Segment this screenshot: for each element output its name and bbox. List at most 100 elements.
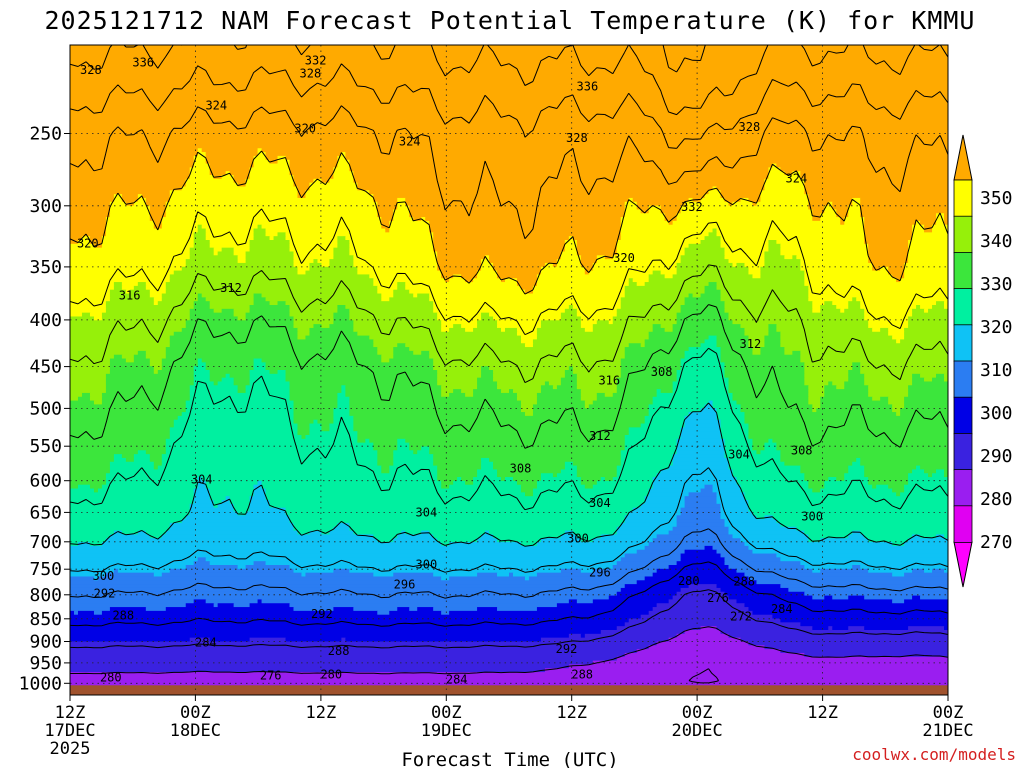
- theta-cell: [852, 366, 861, 371]
- theta-cell: [648, 542, 746, 547]
- theta-cell: [189, 511, 239, 516]
- theta-cell: [305, 194, 374, 199]
- theta-cell: [808, 484, 825, 490]
- theta-cell: [804, 652, 948, 658]
- theta-cell: [840, 308, 845, 314]
- theta-cell: [349, 247, 434, 253]
- theta-cell: [297, 431, 311, 436]
- theta-cell: [660, 270, 678, 276]
- theta-cell: [389, 228, 430, 233]
- theta-cell: [165, 213, 378, 218]
- theta-cell: [161, 461, 378, 467]
- theta-cell: [724, 255, 766, 260]
- theta-cell: [624, 519, 678, 524]
- theta-cell: [556, 385, 578, 390]
- theta-cell: [848, 305, 861, 310]
- theta-cell: [70, 209, 111, 214]
- theta-cell: [473, 477, 502, 482]
- theta-cell: [489, 530, 566, 536]
- theta-cell: [489, 457, 622, 463]
- theta-cell: [936, 217, 945, 222]
- theta-cell: [389, 358, 434, 363]
- theta-cell: [437, 251, 562, 256]
- theta-cell: [245, 259, 295, 264]
- theta-cell: [70, 110, 948, 115]
- theta-cell: [628, 278, 634, 283]
- theta-cell: [684, 549, 718, 555]
- theta-cell: [209, 377, 223, 383]
- theta-cell: [293, 408, 334, 413]
- theta-cell: [285, 377, 438, 383]
- theta-cell: [113, 568, 119, 574]
- theta-cell: [516, 480, 538, 486]
- theta-cell: [944, 373, 948, 379]
- theta-cell: [213, 251, 219, 256]
- theta-cell: [824, 301, 833, 306]
- theta-cell: [161, 454, 378, 459]
- theta-cell: [848, 301, 861, 306]
- theta-cell: [109, 209, 151, 214]
- theta-cell: [253, 163, 291, 168]
- contour-label: 328: [80, 63, 102, 77]
- x-tick-label: 00Z: [682, 703, 713, 723]
- theta-cell: [576, 473, 618, 478]
- theta-cell: [70, 121, 948, 126]
- theta-cell: [101, 243, 195, 249]
- theta-cell: [189, 175, 215, 180]
- theta-cell: [732, 201, 754, 207]
- theta-cell: [193, 496, 211, 501]
- theta-cell: [333, 526, 350, 532]
- theta-cell: [752, 446, 766, 451]
- theta-cell: [349, 404, 522, 409]
- theta-cell: [297, 427, 311, 432]
- theta-cell: [668, 465, 730, 471]
- theta-cell: [377, 610, 390, 616]
- theta-cell: [544, 668, 948, 673]
- theta-cell: [309, 423, 323, 428]
- theta-cell: [580, 633, 586, 639]
- theta-cell: [193, 488, 211, 493]
- theta-cell: [712, 404, 742, 409]
- theta-cell: [676, 377, 730, 383]
- theta-cell: [301, 435, 307, 440]
- theta-cell: [349, 243, 434, 249]
- theta-cell: [441, 542, 450, 547]
- theta-cell: [70, 404, 187, 409]
- theta-cell: [329, 530, 354, 536]
- theta-cell: [644, 415, 686, 421]
- theta-cell: [672, 457, 730, 463]
- theta-cell: [169, 427, 299, 432]
- theta-cell: [680, 553, 722, 558]
- theta-cell: [409, 205, 626, 211]
- theta-cell: [237, 259, 247, 264]
- theta-cell: [209, 373, 227, 379]
- theta-cell: [70, 282, 115, 287]
- theta-cell: [197, 484, 207, 490]
- theta-cell: [720, 240, 770, 245]
- theta-cell: [70, 465, 111, 471]
- theta-cell: [70, 427, 171, 432]
- theta-cell: [552, 473, 558, 478]
- theta-cell: [253, 297, 267, 302]
- theta-cell: [912, 595, 921, 601]
- theta-cell: [117, 568, 171, 574]
- theta-cell: [768, 240, 777, 245]
- theta-cell: [145, 282, 167, 287]
- theta-cell: [70, 538, 107, 543]
- theta-cell: [576, 381, 618, 386]
- theta-cell: [249, 370, 271, 375]
- theta-cell: [449, 542, 522, 547]
- theta-cell: [441, 270, 478, 276]
- theta-cell: [477, 538, 498, 543]
- theta-cell: [764, 645, 948, 650]
- theta-cell: [317, 259, 331, 264]
- theta-cell: [70, 178, 187, 184]
- theta-cell: [149, 205, 167, 211]
- theta-cell: [868, 259, 909, 264]
- contour-label: 300: [93, 569, 115, 583]
- theta-cell: [784, 461, 853, 467]
- theta-cell: [804, 182, 948, 188]
- theta-cell: [289, 519, 626, 524]
- theta-cell: [832, 381, 845, 386]
- theta-cell: [213, 503, 219, 509]
